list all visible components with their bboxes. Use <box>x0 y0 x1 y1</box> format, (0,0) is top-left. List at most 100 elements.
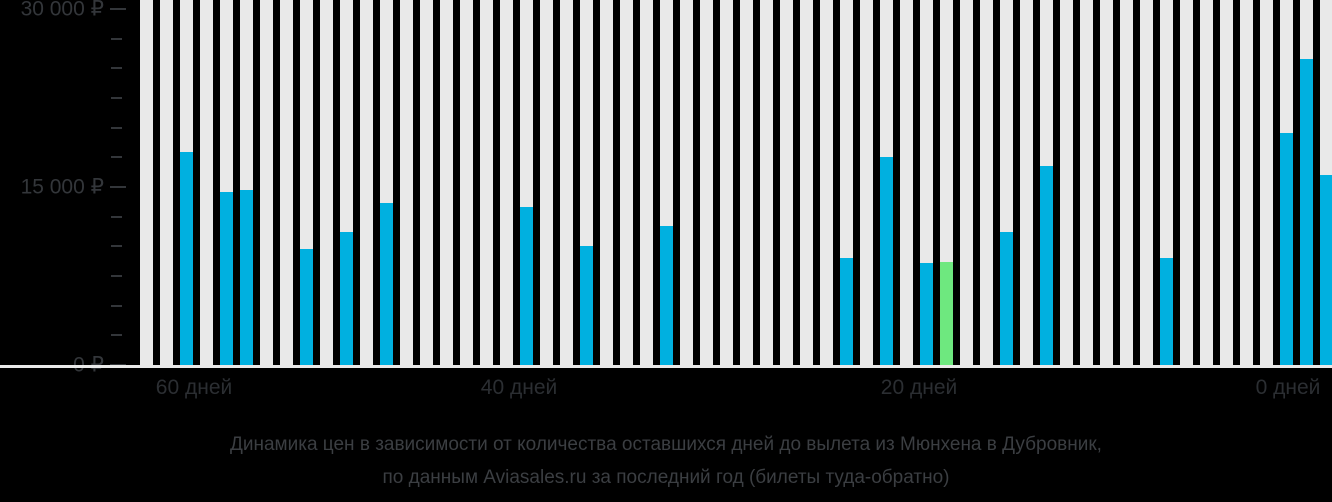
bar-slot[interactable] <box>960 0 973 365</box>
bar-value[interactable] <box>660 226 673 365</box>
bar-slot[interactable] <box>1100 0 1113 365</box>
bar-slot[interactable] <box>260 0 273 365</box>
x-axis-label: 0 дней <box>1255 376 1321 399</box>
bar-slot[interactable] <box>1220 0 1233 365</box>
bar-slot[interactable] <box>240 0 253 365</box>
bar-slot[interactable] <box>880 0 893 365</box>
bar-slot[interactable] <box>340 0 353 365</box>
bar-value[interactable] <box>920 262 933 365</box>
bar-slot[interactable] <box>860 0 873 365</box>
bar-value-highlighted[interactable] <box>940 262 953 365</box>
bar-value[interactable] <box>520 207 533 365</box>
bar-value[interactable] <box>300 248 313 365</box>
bar-slot[interactable] <box>400 0 413 365</box>
bar-track <box>740 0 753 365</box>
bar-slot[interactable] <box>1060 0 1073 365</box>
bar-slot[interactable] <box>760 0 773 365</box>
bar-track <box>1080 0 1093 365</box>
bar-slot[interactable] <box>980 0 993 365</box>
bar-slot[interactable] <box>1140 0 1153 365</box>
bar-track <box>860 0 873 365</box>
bar-track <box>800 0 813 365</box>
bar-slot[interactable] <box>200 0 213 365</box>
bar-value[interactable] <box>220 191 233 365</box>
bar-slot[interactable] <box>900 0 913 365</box>
bar-value[interactable] <box>240 189 253 365</box>
y-axis-label: 15 000 ₽ <box>20 175 104 199</box>
bar-slot[interactable] <box>1000 0 1013 365</box>
bar-slot[interactable] <box>1280 0 1293 365</box>
bar-slot[interactable] <box>800 0 813 365</box>
bar-track <box>1120 0 1133 365</box>
bar-value[interactable] <box>380 203 393 365</box>
bar-slot[interactable] <box>620 0 633 365</box>
bar-value[interactable] <box>1160 257 1173 365</box>
bar-slot[interactable] <box>440 0 453 365</box>
bar-track <box>1180 0 1193 365</box>
y-axis-tick-minor <box>111 334 122 337</box>
bar-track <box>700 0 713 365</box>
bar-value[interactable] <box>1300 58 1313 365</box>
bar-slot[interactable] <box>1160 0 1173 365</box>
bar-track <box>560 0 573 365</box>
bar-value[interactable] <box>580 245 593 365</box>
bar-slot[interactable] <box>360 0 373 365</box>
bar-track <box>500 0 513 365</box>
y-axis-tick-major <box>110 186 126 188</box>
bar-slot[interactable] <box>1120 0 1133 365</box>
bar-slot[interactable] <box>320 0 333 365</box>
bar-slot[interactable] <box>460 0 473 365</box>
bar-track <box>1260 0 1273 365</box>
bar-value[interactable] <box>1320 175 1332 365</box>
bar-slot[interactable] <box>500 0 513 365</box>
bar-slot[interactable] <box>420 0 433 365</box>
bar-slot[interactable] <box>220 0 233 365</box>
bar-slot[interactable] <box>720 0 733 365</box>
bar-slot[interactable] <box>560 0 573 365</box>
bar-slot[interactable] <box>660 0 673 365</box>
bar-slot[interactable] <box>1260 0 1273 365</box>
bar-slot[interactable] <box>140 0 153 365</box>
bar-track <box>680 0 693 365</box>
x-axis: 60 дней 40 дней 20 дней 0 дней <box>0 368 1332 408</box>
bar-slot[interactable] <box>840 0 853 365</box>
bar-slot[interactable] <box>300 0 313 365</box>
bar-slot[interactable] <box>680 0 693 365</box>
bar-slot[interactable] <box>600 0 613 365</box>
caption-line-2: по данным Aviasales.ru за последний год … <box>382 467 950 488</box>
bar-slot[interactable] <box>1320 0 1332 365</box>
x-axis-label: 40 дней <box>480 376 558 399</box>
bar-value[interactable] <box>340 232 353 365</box>
bar-slot[interactable] <box>580 0 593 365</box>
bar-slot[interactable] <box>700 0 713 365</box>
bar-slot[interactable] <box>280 0 293 365</box>
bar-slot[interactable] <box>1300 0 1313 365</box>
bar-slot[interactable] <box>940 0 953 365</box>
bar-track <box>980 0 993 365</box>
bar-slot[interactable] <box>1020 0 1033 365</box>
bar-slot[interactable] <box>920 0 933 365</box>
bar-slot[interactable] <box>1080 0 1093 365</box>
bar-value[interactable] <box>1000 232 1013 365</box>
bar-slot[interactable] <box>380 0 393 365</box>
bar-slot[interactable] <box>640 0 653 365</box>
bar-slot[interactable] <box>1180 0 1193 365</box>
y-axis-tick-minor <box>111 97 122 99</box>
bar-slot[interactable] <box>520 0 533 365</box>
bar-slot[interactable] <box>480 0 493 365</box>
bar-slot[interactable] <box>160 0 173 365</box>
bar-value[interactable] <box>1040 166 1053 365</box>
bar-value[interactable] <box>880 156 893 365</box>
bar-slot[interactable] <box>540 0 553 365</box>
bar-slot[interactable] <box>740 0 753 365</box>
bar-track <box>760 0 773 365</box>
bar-slot[interactable] <box>1240 0 1253 365</box>
bar-value[interactable] <box>180 152 193 365</box>
bar-slot[interactable] <box>1200 0 1213 365</box>
bar-slot[interactable] <box>1040 0 1053 365</box>
bar-slot[interactable] <box>180 0 193 365</box>
bar-slot[interactable] <box>820 0 833 365</box>
bar-value[interactable] <box>840 257 853 365</box>
bar-slot[interactable] <box>780 0 793 365</box>
bar-value[interactable] <box>1280 133 1293 365</box>
